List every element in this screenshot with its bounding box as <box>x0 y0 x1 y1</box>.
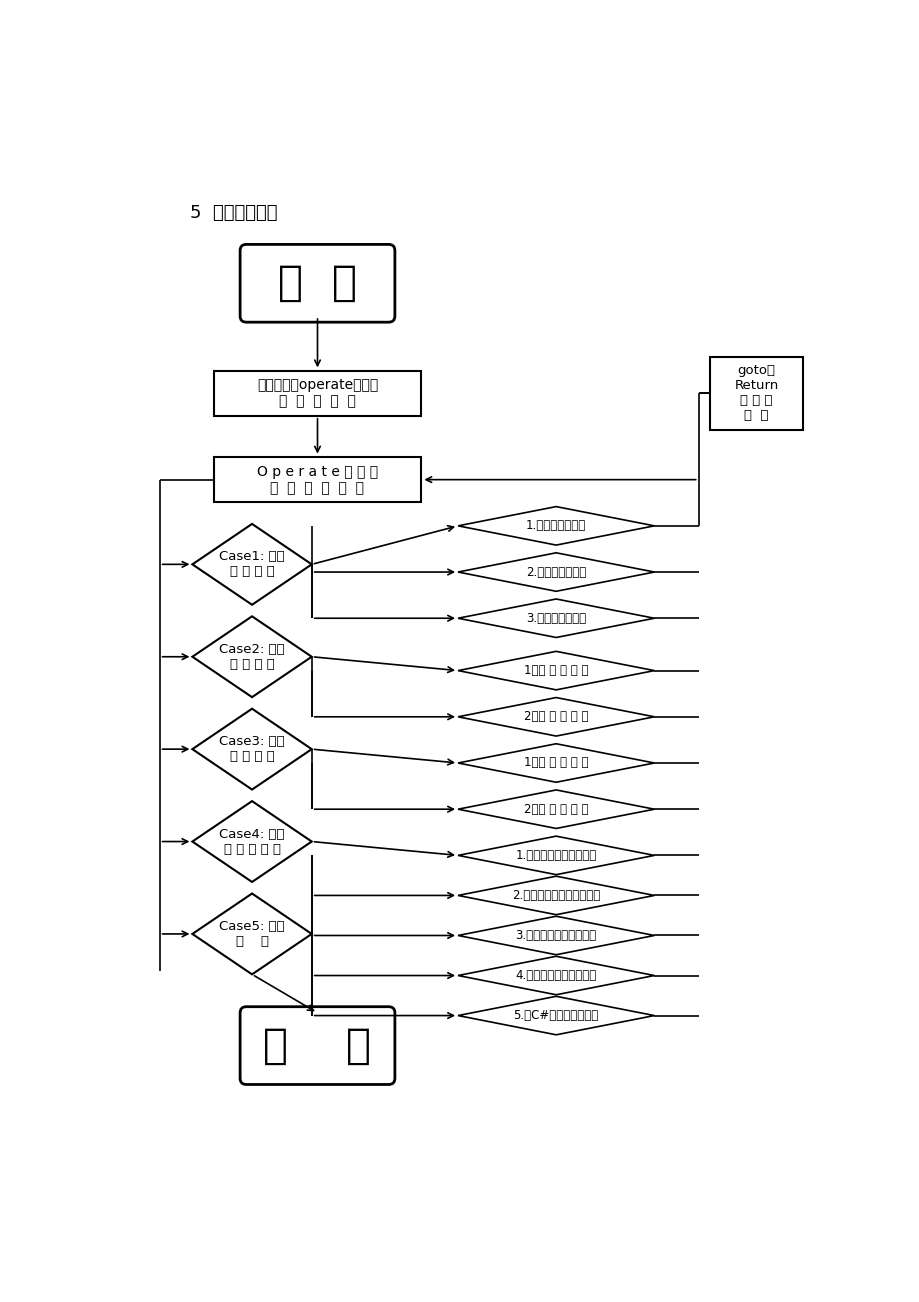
Text: Case2: 查看
学 生 信 息: Case2: 查看 学 生 信 息 <box>219 643 285 671</box>
Text: 2．按 姓 名 删 除: 2．按 姓 名 删 除 <box>524 803 588 815</box>
Text: 1.按录入顺序输出成绩单: 1.按录入顺序输出成绩单 <box>515 849 596 862</box>
Text: O p e r a t e 函 数 调
用  各  个  小  菜  单: O p e r a t e 函 数 调 用 各 个 小 菜 单 <box>256 465 378 495</box>
Polygon shape <box>458 698 653 736</box>
Polygon shape <box>192 708 312 789</box>
Text: 4.按数学成绩输出成绩单: 4.按数学成绩输出成绩单 <box>515 969 596 982</box>
Text: 主函数调用operate函数，
开  始  主  程  序: 主函数调用operate函数， 开 始 主 程 序 <box>256 379 378 409</box>
Text: 开  始: 开 始 <box>278 262 357 305</box>
Polygon shape <box>458 836 653 875</box>
Text: 3.修改学生信息。: 3.修改学生信息。 <box>526 612 585 625</box>
Text: goto：
Return
返 回 主
菜  单: goto： Return 返 回 主 菜 单 <box>733 365 777 422</box>
Text: 1．按 学 号 查 询: 1．按 学 号 查 询 <box>524 664 588 677</box>
Bar <box>709 357 801 430</box>
Text: 2.按总成绩排序输出成绩单: 2.按总成绩排序输出成绩单 <box>512 889 600 902</box>
Polygon shape <box>458 651 653 690</box>
Polygon shape <box>458 506 653 546</box>
Polygon shape <box>192 616 312 697</box>
Text: 2.插入学生信息。: 2.插入学生信息。 <box>526 565 585 578</box>
Text: Case5: 安全
退    出: Case5: 安全 退 出 <box>219 921 285 948</box>
Polygon shape <box>458 743 653 783</box>
Text: 1.添加学生信息。: 1.添加学生信息。 <box>526 519 585 533</box>
Text: 2．按 姓 名 查 询: 2．按 姓 名 查 询 <box>524 711 588 724</box>
Polygon shape <box>458 553 653 591</box>
Polygon shape <box>458 876 653 915</box>
Polygon shape <box>192 893 312 974</box>
Text: 结    束: 结 束 <box>263 1025 371 1066</box>
FancyBboxPatch shape <box>240 1006 394 1085</box>
Text: 1．按 学 号 删 除: 1．按 学 号 删 除 <box>524 756 588 769</box>
Polygon shape <box>458 956 653 995</box>
Text: Case1: 编写
学 生 信 息: Case1: 编写 学 生 信 息 <box>219 551 285 578</box>
Text: 3.按英语成绩输出成绩单: 3.按英语成绩输出成绩单 <box>515 930 596 941</box>
Text: Case4: 生成
学 生 成 绩 单: Case4: 生成 学 生 成 绩 单 <box>219 828 285 855</box>
Bar <box>213 371 421 415</box>
Text: 5.按C#成绩输出成绩单: 5.按C#成绩输出成绩单 <box>513 1009 598 1022</box>
Polygon shape <box>458 599 653 638</box>
Text: Case3: 删除
学 生 信 息: Case3: 删除 学 生 信 息 <box>219 736 285 763</box>
Polygon shape <box>458 790 653 828</box>
Polygon shape <box>192 801 312 881</box>
Polygon shape <box>458 996 653 1035</box>
Polygon shape <box>192 523 312 604</box>
FancyBboxPatch shape <box>240 245 394 322</box>
Bar <box>213 457 421 503</box>
Polygon shape <box>458 917 653 954</box>
Text: 5  程序流程图；: 5 程序流程图； <box>190 204 278 221</box>
